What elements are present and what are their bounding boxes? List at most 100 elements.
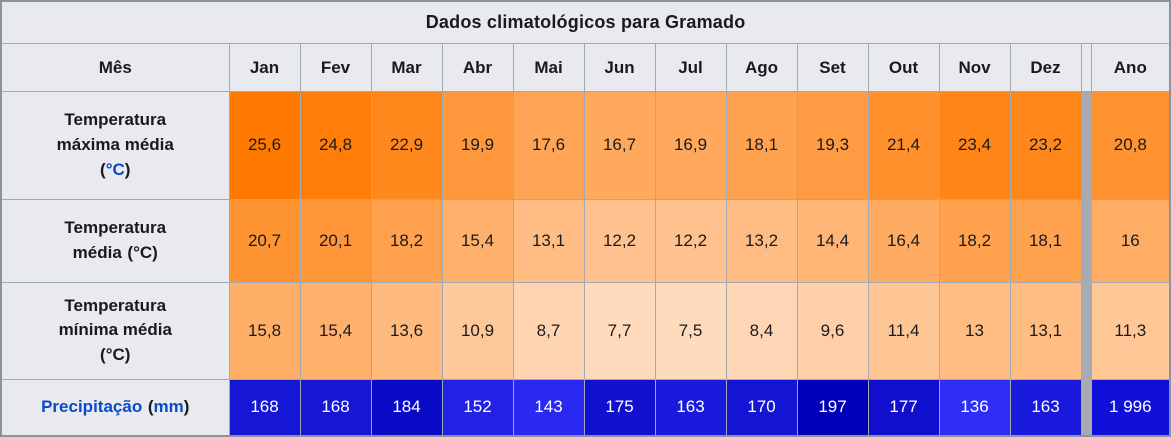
separator-column (1080, 379, 1092, 436)
paren: ) (124, 159, 131, 179)
year-column-header: Ano (1090, 43, 1171, 92)
value-cell: 17,6 (512, 90, 585, 200)
month-column-header: Mês (0, 43, 230, 92)
value-cell: 136 (938, 378, 1011, 437)
value-cell: 152 (441, 378, 514, 437)
value-cell: 13 (938, 281, 1011, 380)
value-cell: 8,7 (512, 281, 585, 380)
unit-text: °C (105, 345, 125, 365)
row-mean-temp: Temperatura média (°C) 20,7 20,1 18,2 15,… (0, 198, 1171, 283)
month-header: Mai (512, 43, 585, 92)
value-cell: 163 (654, 378, 727, 437)
table-title: Dados climatológicos para Gramado (0, 0, 1171, 45)
label-line: mínima média (58, 320, 172, 340)
precipitation-link[interactable]: Precipitação (41, 396, 143, 416)
value-cell: 16,7 (583, 90, 656, 200)
value-cell: 13,6 (370, 281, 443, 380)
label-line: Temperatura (64, 295, 167, 315)
paren: ( (127, 242, 134, 262)
separator-column (1080, 199, 1092, 283)
value-cell: 8,4 (725, 281, 798, 380)
value-cell: 24,8 (299, 90, 372, 200)
value-cell: 21,4 (867, 90, 940, 200)
row-min-temp: Temperatura mínima média (°C) 15,8 15,4 … (0, 281, 1171, 380)
row-label-min-temp: Temperatura mínima média (°C) (0, 281, 230, 380)
paren: ( (100, 159, 106, 179)
month-header: Jun (583, 43, 656, 92)
value-cell: 184 (370, 378, 443, 437)
month-header: Jan (228, 43, 301, 92)
paren: ) (183, 396, 190, 416)
row-label-max-temp: Temperatura máxima média (°C) (0, 90, 230, 200)
separator-column (1080, 43, 1092, 92)
row-label-precipitation: Precipitação (mm) (0, 378, 230, 437)
row-max-temp: Temperatura máxima média (°C) 25,6 24,8 … (0, 90, 1171, 200)
row-label-mean-temp: Temperatura média (°C) (0, 198, 230, 283)
label-line: Temperatura (64, 110, 167, 130)
month-header: Mar (370, 43, 443, 92)
value-cell: 168 (299, 378, 372, 437)
month-header: Dez (1009, 43, 1082, 92)
month-header: Ago (725, 43, 798, 92)
label-text: média (72, 242, 122, 262)
year-value-cell: 20,8 (1090, 90, 1171, 200)
value-cell: 18,2 (938, 198, 1011, 283)
value-cell: 7,7 (583, 281, 656, 380)
value-cell: 15,8 (228, 281, 301, 380)
unit-text: °C (133, 242, 153, 262)
year-value-cell: 16 (1090, 198, 1171, 283)
value-cell: 18,1 (725, 90, 798, 200)
value-cell: 11,4 (867, 281, 940, 380)
value-cell: 163 (1009, 378, 1082, 437)
value-cell: 7,5 (654, 281, 727, 380)
value-cell: 20,1 (299, 198, 372, 283)
value-cell: 197 (796, 378, 869, 437)
value-cell: 14,4 (796, 198, 869, 283)
value-cell: 16,9 (654, 90, 727, 200)
row-precipitation: Precipitação (mm) 168 168 184 152 143 175… (0, 378, 1171, 437)
label-line: Temperatura (64, 218, 167, 238)
separator-column (1080, 282, 1092, 380)
value-cell: 12,2 (654, 198, 727, 283)
value-cell: 18,2 (370, 198, 443, 283)
header-row: Mês Jan Fev Mar Abr Mai Jun Jul Ago Set … (0, 43, 1171, 92)
value-cell: 16,4 (867, 198, 940, 283)
value-cell: 19,9 (441, 90, 514, 200)
label-unit: (mm) (148, 397, 190, 416)
label-unit: (°C) (2, 343, 228, 368)
month-header: Set (796, 43, 869, 92)
paren: ) (152, 242, 158, 262)
value-cell: 13,2 (725, 198, 798, 283)
label-line: máxima média (56, 134, 174, 154)
value-cell: 12,2 (583, 198, 656, 283)
year-value-cell: 11,3 (1090, 281, 1171, 380)
value-cell: 23,4 (938, 90, 1011, 200)
paren: ( (147, 396, 154, 416)
label-unit: (°C) (127, 243, 157, 262)
mm-link[interactable]: mm (153, 396, 184, 416)
month-header: Nov (938, 43, 1011, 92)
month-header: Out (867, 43, 940, 92)
title-row: Dados climatológicos para Gramado (0, 0, 1171, 45)
value-cell: 15,4 (299, 281, 372, 380)
year-value-cell: 1 996 (1090, 378, 1171, 437)
value-cell: 13,1 (1009, 281, 1082, 380)
value-cell: 19,3 (796, 90, 869, 200)
separator-column (1080, 91, 1092, 200)
value-cell: 175 (583, 378, 656, 437)
value-cell: 18,1 (1009, 198, 1082, 283)
paren: ( (100, 345, 106, 365)
value-cell: 20,7 (228, 198, 301, 283)
value-cell: 10,9 (441, 281, 514, 380)
label-line: média (°C) (2, 241, 228, 266)
month-header: Abr (441, 43, 514, 92)
value-cell: 168 (228, 378, 301, 437)
value-cell: 23,2 (1009, 90, 1082, 200)
paren: ) (124, 345, 131, 365)
value-cell: 13,1 (512, 198, 585, 283)
value-cell: 15,4 (441, 198, 514, 283)
month-header: Fev (299, 43, 372, 92)
celsius-link[interactable]: °C (105, 159, 125, 179)
